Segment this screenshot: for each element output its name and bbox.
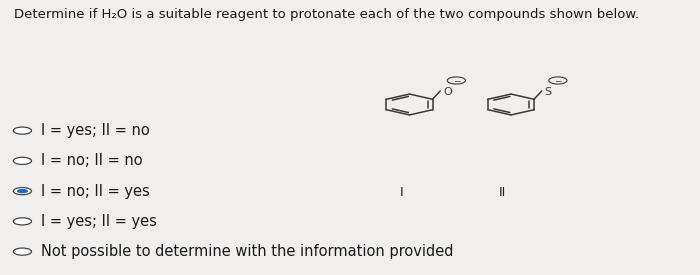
Text: Determine if H₂O is a suitable reagent to protonate each of the two compounds sh: Determine if H₂O is a suitable reagent t… <box>14 8 639 21</box>
Text: I = no; II = yes: I = no; II = yes <box>41 184 149 199</box>
Text: O: O <box>443 87 452 97</box>
Text: −: − <box>554 76 561 85</box>
Text: I: I <box>399 186 403 199</box>
Text: II: II <box>499 186 506 199</box>
Text: Not possible to determine with the information provided: Not possible to determine with the infor… <box>41 244 453 259</box>
Circle shape <box>17 189 28 193</box>
Circle shape <box>13 248 32 255</box>
Circle shape <box>13 127 32 134</box>
Circle shape <box>13 157 32 164</box>
Text: I = no; II = no: I = no; II = no <box>41 153 142 168</box>
Circle shape <box>13 218 32 225</box>
Text: I = yes; II = no: I = yes; II = no <box>41 123 149 138</box>
Text: I = yes; II = yes: I = yes; II = yes <box>41 214 157 229</box>
Circle shape <box>13 188 32 195</box>
Text: −: − <box>453 76 460 85</box>
Text: S: S <box>545 87 552 97</box>
